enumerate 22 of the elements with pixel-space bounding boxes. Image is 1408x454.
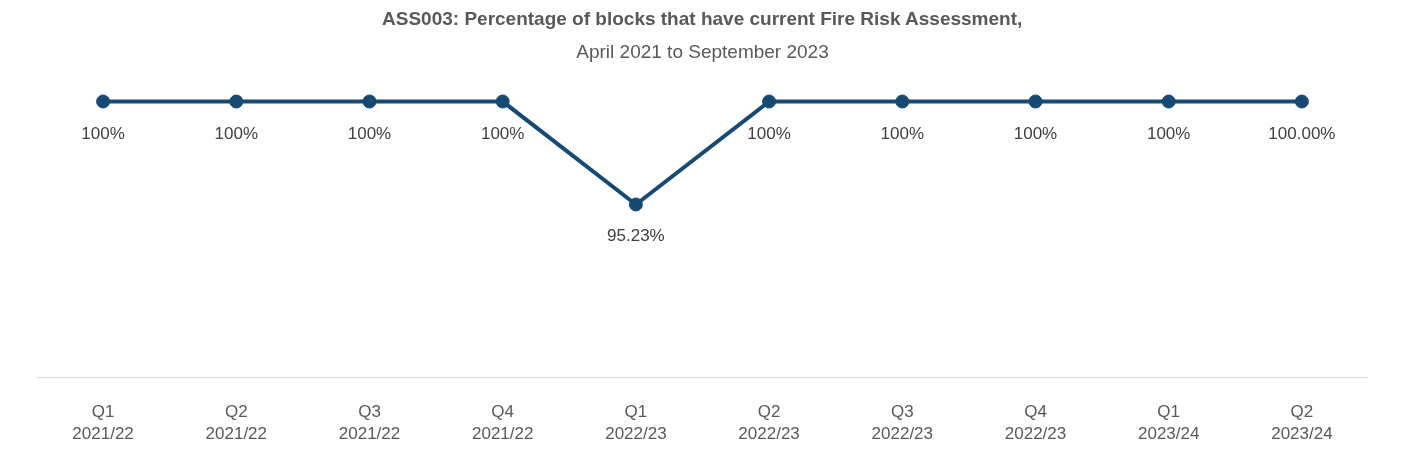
x-tick-label: Q4 2021/22 [471,401,534,444]
x-tick-label: Q4 2022/23 [1004,401,1067,444]
data-label: 100% [880,123,925,143]
data-label: 100% [480,123,525,143]
data-label: 100.00% [1268,123,1336,143]
x-tick-label: Q3 2021/22 [338,401,401,444]
x-tick-label: Q1 2022/23 [605,401,667,444]
data-label: 100% [81,123,125,143]
data-label: 100% [747,123,791,143]
data-label: 95.23% [607,226,665,246]
data-label: 100% [1146,123,1191,143]
data-label: 100% [1013,123,1058,143]
x-tick-label: Q2 2021/22 [205,401,268,444]
chart-subtitle: April 2021 to September 2023 [576,40,829,62]
data-label: 100% [214,123,259,143]
x-tick-label: Q1 2021/22 [72,401,134,444]
x-tick-label: Q1 2023/24 [1137,401,1200,444]
x-tick-label: Q3 2022/23 [871,401,934,444]
x-tick-label: Q2 2023/24 [1271,401,1333,444]
data-label: 100% [347,123,392,143]
x-tick-label: Q2 2022/23 [738,401,800,444]
chart-title: ASS003: Percentage of blocks that have current Fire Risk Assessment, [382,7,1023,29]
